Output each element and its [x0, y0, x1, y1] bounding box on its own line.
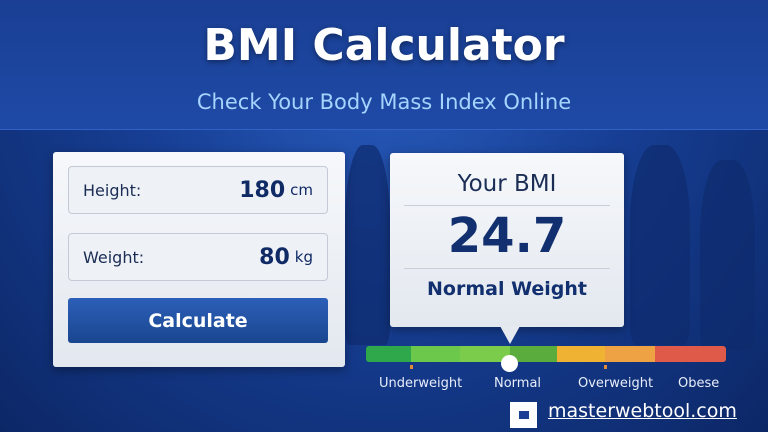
divider: [404, 268, 610, 269]
scale-segment: [557, 346, 605, 362]
input-card: Height: 180 cm Weight: 80 kg Calculate: [53, 152, 345, 367]
height-label: Height:: [83, 180, 142, 200]
weight-label: Weight:: [83, 247, 145, 267]
result-pointer: [500, 326, 520, 344]
height-value[interactable]: 180: [239, 177, 286, 203]
divider: [404, 205, 610, 206]
scale-segment: [605, 346, 655, 362]
scale-label-obese: Obese: [678, 376, 720, 391]
height-field[interactable]: Height: 180 cm: [68, 166, 328, 214]
scale-label-underweight: Underweight: [379, 376, 463, 391]
bmi-value: 24.7: [447, 208, 567, 264]
logo-icon: [518, 411, 529, 419]
site-link[interactable]: masterwebtool.com: [548, 400, 737, 422]
scale-segment: [460, 346, 510, 362]
calculate-button[interactable]: Calculate: [68, 298, 328, 343]
bmi-indicator: [501, 355, 518, 372]
header-band: [0, 0, 768, 130]
scale-segment: [411, 346, 460, 362]
site-logo: [510, 402, 537, 428]
silhouette-figure: [345, 145, 390, 345]
scale-label-normal: Normal: [494, 376, 542, 391]
silhouette-figure: [700, 160, 755, 350]
result-card: Your BMI 24.7 Normal Weight: [390, 153, 624, 327]
result-heading: Your BMI: [457, 171, 557, 197]
scale-segment: [510, 346, 557, 362]
weight-value[interactable]: 80: [259, 244, 290, 270]
page-title: BMI Calculator: [203, 20, 565, 71]
bmi-scale-bar: [366, 346, 726, 362]
scale-tick: [410, 365, 413, 369]
scale-label-overweight: Overweight: [578, 376, 654, 391]
scale-segment: [655, 346, 726, 362]
height-unit: cm: [290, 181, 313, 199]
weight-unit: kg: [294, 248, 313, 266]
weight-field[interactable]: Weight: 80 kg: [68, 233, 328, 281]
silhouette-figure: [630, 145, 690, 345]
scale-segment: [366, 346, 411, 362]
scale-tick: [604, 365, 607, 369]
page-subtitle: Check Your Body Mass Index Online: [196, 90, 572, 114]
bmi-category: Normal Weight: [427, 278, 587, 300]
